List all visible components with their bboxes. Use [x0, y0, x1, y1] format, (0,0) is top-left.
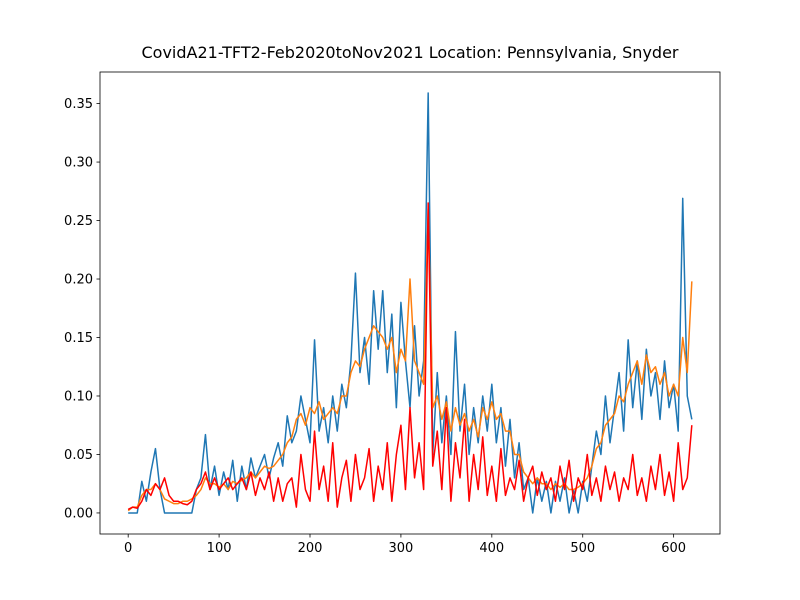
x-tick-label: 600 — [661, 541, 686, 556]
x-tick-label: 300 — [388, 541, 413, 556]
y-tick-label: 0.35 — [64, 97, 93, 112]
x-tick-label: 200 — [298, 541, 323, 556]
x-tick-label: 0 — [124, 541, 132, 556]
y-tick-label: 0.05 — [64, 448, 93, 463]
y-tick-label: 0.25 — [64, 214, 93, 229]
plot-frame — [99, 71, 721, 535]
y-tick-label: 0.10 — [64, 389, 93, 404]
x-tick-label: 500 — [570, 541, 595, 556]
x-tick-label: 400 — [479, 541, 504, 556]
y-tick-label: 0.15 — [64, 331, 93, 346]
y-tick-label: 0.00 — [64, 506, 93, 521]
chart-title: CovidA21-TFT2-Feb2020toNov2021 Location:… — [142, 43, 679, 62]
y-tick-label: 0.20 — [64, 273, 93, 288]
y-tick-label: 0.30 — [64, 156, 93, 171]
x-tick-label: 100 — [207, 541, 232, 556]
series-line — [127, 202, 693, 511]
